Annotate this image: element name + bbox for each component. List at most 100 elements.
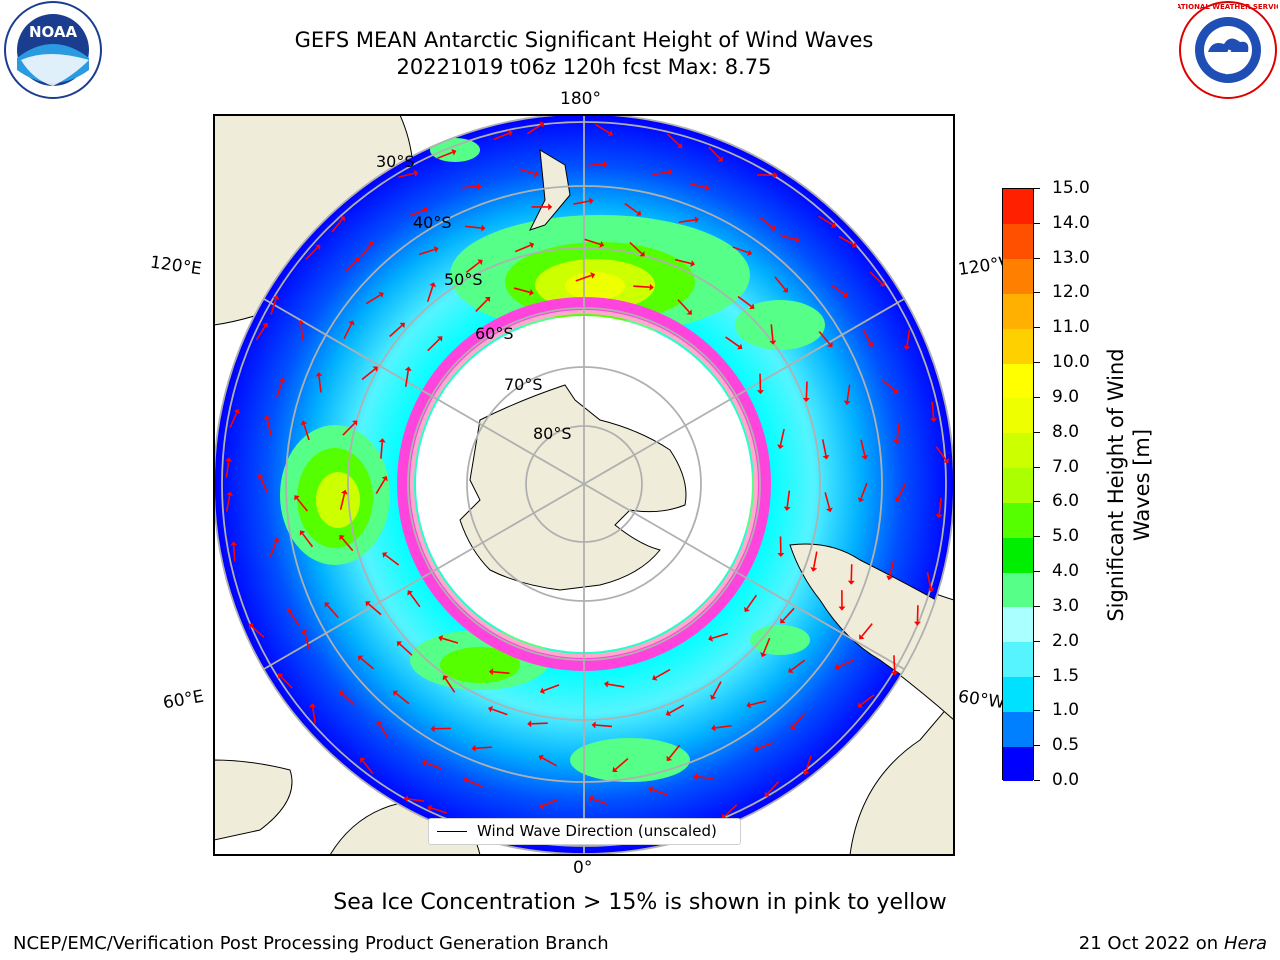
colorbar-segment (1003, 746, 1033, 782)
wave-arrow-shaft (331, 218, 343, 233)
wave-arrow-shaft (395, 692, 410, 705)
wave-arrow-head (930, 418, 938, 423)
svg-text:NATIONAL WEATHER SERVICE: NATIONAL WEATHER SERVICE (1178, 3, 1278, 11)
footer-host: Hera (1223, 933, 1267, 954)
wave-arrow-shaft (821, 439, 827, 456)
wave-arrow-shaft (542, 798, 559, 807)
wave-arrow-shaft (375, 479, 386, 495)
wave-arrow-head (277, 673, 284, 679)
wave-arrow-shaft (674, 258, 692, 265)
wave-arrow-shaft (288, 611, 300, 626)
wave-arrow-shaft (269, 540, 278, 557)
wave-arrow-shaft (732, 246, 749, 254)
colorbar-tick (1034, 292, 1040, 294)
wave-arrow-head (851, 241, 857, 248)
wave-arrow-head (770, 225, 777, 231)
wave-arrow-shaft (225, 495, 231, 512)
wave-arrow-shaft (678, 219, 696, 224)
wave-arrow-head (777, 444, 784, 450)
wave-arrow-shaft (398, 172, 415, 178)
wave-arrow-head (297, 319, 305, 325)
wave-arrow-shaft (629, 241, 643, 255)
wave-arrow-shaft (786, 490, 791, 508)
wave-arrow-head (248, 623, 255, 629)
wave-arrow-shaft (296, 497, 309, 512)
sea-ice-note: Sea Ice Concentration > 15% is shown in … (333, 890, 947, 915)
wave-arrow-head (477, 182, 482, 190)
wave-arrow-head (481, 224, 486, 232)
wave-arrow-shaft (303, 632, 310, 649)
map-subtitle: 20221019 t06z 120h fcst Max: 8.75 (396, 55, 772, 79)
wave-arrow-head (893, 388, 899, 394)
wave-arrow-head (830, 221, 837, 228)
wave-arrow-head (262, 322, 269, 328)
wave-arrow-shaft (714, 724, 732, 729)
wave-arrow-head (348, 320, 355, 326)
wave-arrow-shaft (926, 571, 932, 589)
colorbar-tick (1034, 431, 1040, 433)
wave-arrow-shaft (276, 381, 283, 398)
wave-arrow-shaft (762, 637, 771, 654)
noaa-logo-text: NOAA (29, 23, 78, 41)
wave-arrow-shaft (869, 271, 883, 285)
wave-direction-arrows (225, 121, 949, 843)
wave-arrow-shaft (408, 209, 425, 217)
wave-arrow-head (315, 372, 323, 377)
wave-arrow-head (666, 755, 673, 762)
wave-arrow-shaft (430, 807, 448, 814)
wave-arrow-shaft (624, 202, 639, 214)
wave-arrow-shaft (305, 246, 319, 260)
wave-arrow-shaft (766, 781, 780, 795)
wave-arrow-shaft (666, 133, 681, 147)
wave-arrow-shaft (584, 238, 601, 246)
wave-arrow-shaft (225, 461, 230, 478)
colorbar-tick-label: 5.0 (1052, 526, 1080, 547)
wave-arrow-head (226, 491, 234, 497)
wave-arrow-head (588, 197, 594, 205)
wave-arrow-shaft (367, 603, 382, 616)
wave-arrow-head (273, 537, 280, 543)
colorbar-segment (1003, 432, 1033, 469)
nws-logo: NATIONAL WEATHER SERVICE (1178, 1, 1278, 99)
wave-arrow-shaft (301, 533, 314, 548)
wave-arrow-head (382, 552, 388, 558)
wave-arrow-head (648, 786, 654, 793)
wave-arrow-head (704, 184, 710, 192)
wave-arrow-head (378, 438, 386, 443)
colorbar-tick (1034, 605, 1040, 607)
wave-arrow-head (272, 295, 280, 300)
wave-arrow-shaft (838, 659, 854, 668)
colorbar-tick-label: 6.0 (1052, 491, 1080, 512)
wave-arrow-shaft (668, 704, 685, 714)
wave-arrow-shaft (311, 707, 317, 724)
wave-arrow-shaft (465, 261, 480, 273)
wave-arrow-head (782, 287, 789, 293)
wave-arrow-shaft (409, 593, 421, 608)
wave-arrow-head (301, 628, 309, 634)
wave-arrow-head (437, 336, 443, 342)
wave-arrow-shaft (860, 694, 875, 706)
wave-arrow-shaft (818, 331, 831, 345)
wave-arrow-head (372, 366, 378, 372)
wave-arrow-head (847, 580, 855, 585)
wave-arrow-shaft (389, 324, 403, 338)
wave-arrow-head (354, 257, 360, 263)
wave-arrow-shaft (607, 683, 625, 688)
wave-arrow-head (639, 251, 645, 257)
wave-arrow-head (746, 701, 752, 709)
wave-arrow-shaft (341, 692, 355, 706)
wave-arrow-head (686, 309, 692, 315)
colorbar-tick-label: 0.0 (1052, 770, 1080, 790)
wave-arrow-shaft (280, 675, 293, 689)
wave-arrow-shaft (779, 234, 797, 241)
wave-arrow-shaft (759, 216, 774, 229)
wave-arrow-shaft (846, 384, 851, 402)
wave-arrow-head (368, 240, 375, 247)
wave-arrow-shaft (906, 329, 911, 347)
wave-arrow-head (599, 241, 605, 248)
wave-arrow-shaft (380, 442, 384, 459)
colorbar-tick-label: 12.0 (1052, 282, 1090, 303)
wave-arrow-head (717, 156, 723, 162)
wave-arrow-head (747, 249, 753, 256)
wave-arrow-head (548, 203, 553, 211)
